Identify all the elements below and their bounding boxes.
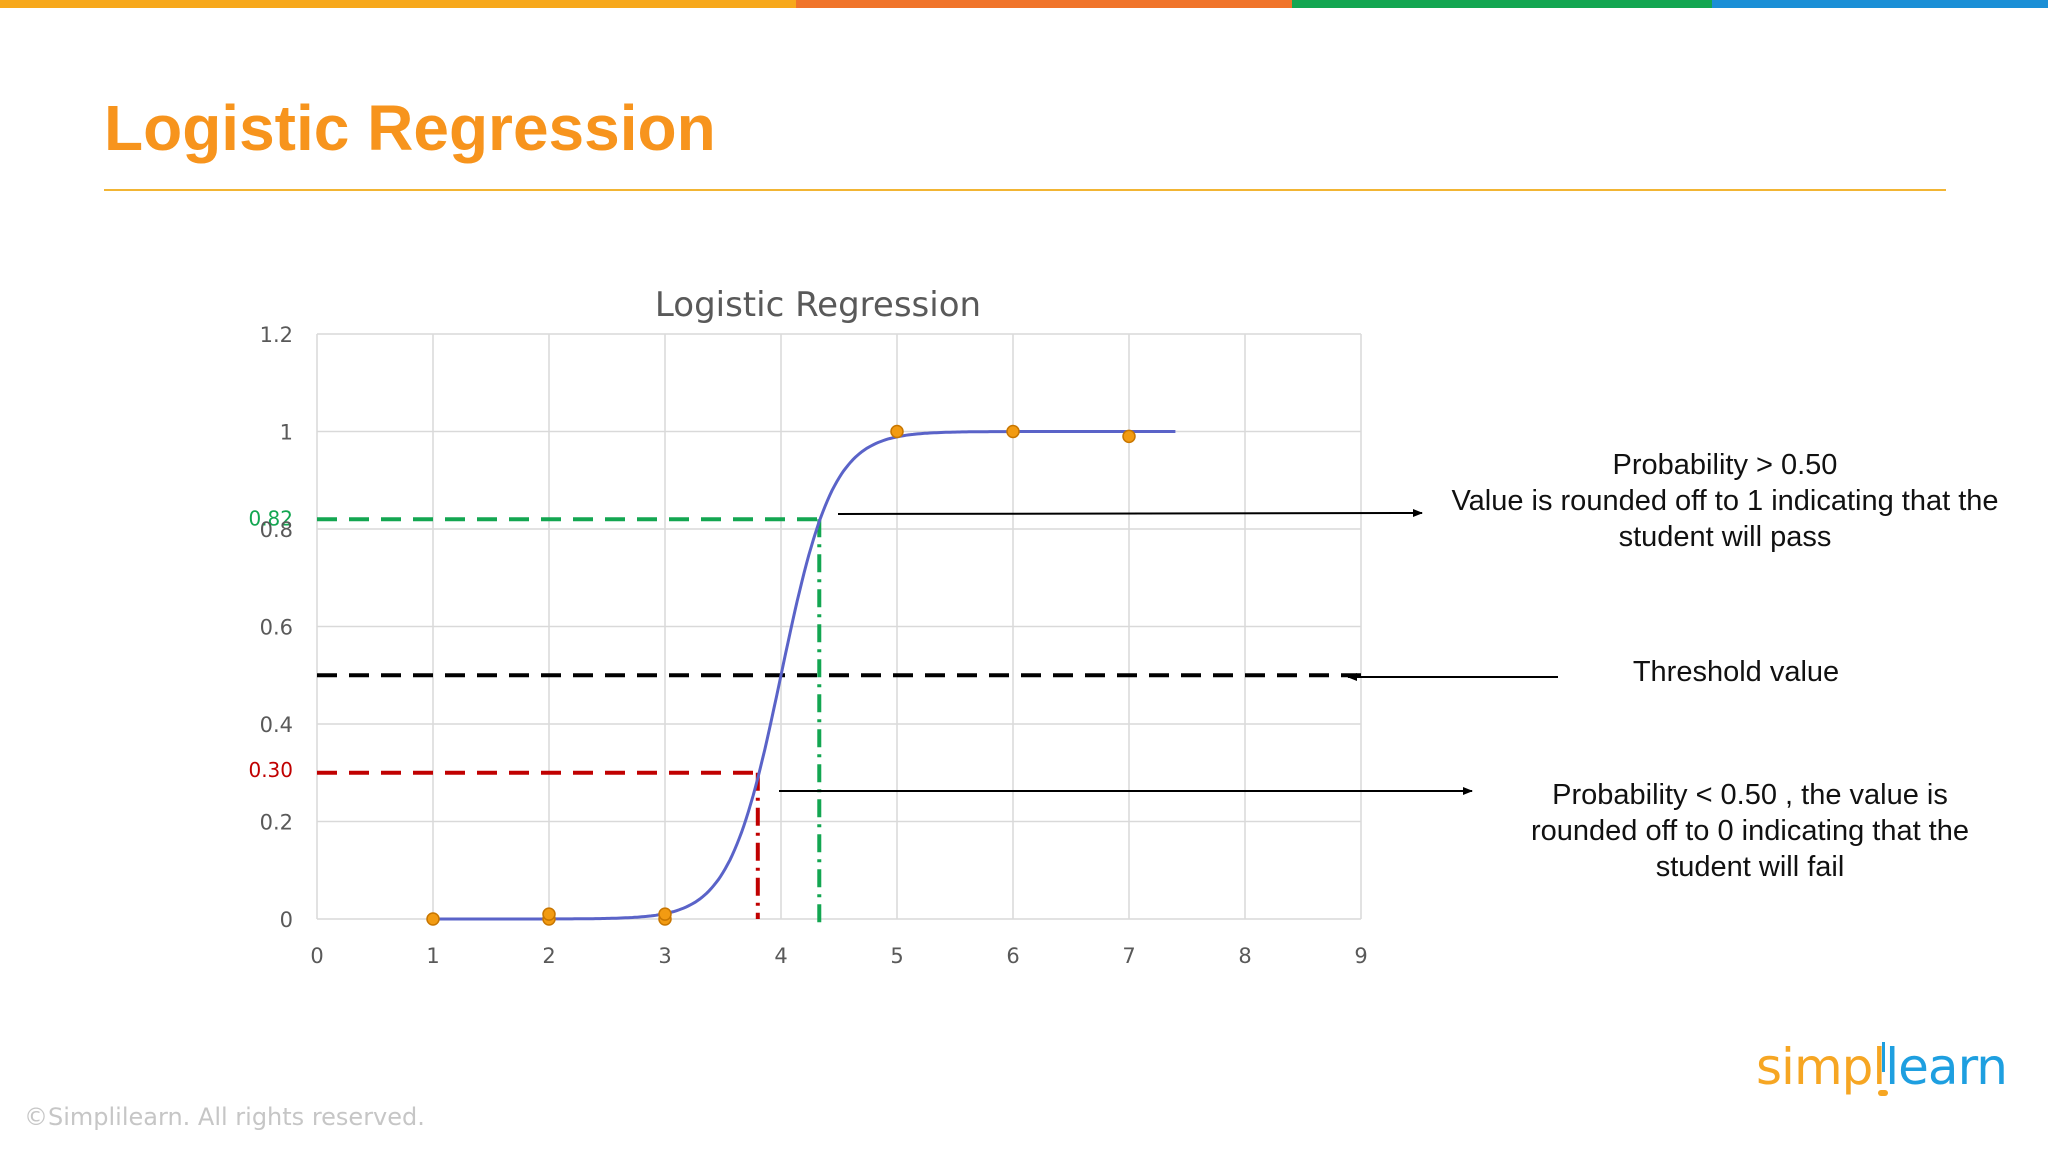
fail-annotation-line-3: student will fail [1655, 851, 1845, 883]
x-tick-label: 3 [658, 944, 671, 968]
y-tick-label: 0 [280, 908, 293, 932]
x-tick-label: 8 [1238, 944, 1251, 968]
reference-label-low: 0.30 [248, 758, 293, 782]
y-tick-label: 1 [280, 421, 293, 445]
x-tick-label: 4 [774, 944, 787, 968]
curve-layer [433, 430, 1176, 921]
reference-label-high: 0.82 [248, 506, 293, 530]
fail-annotation-line-1: Probability < 0.50 , the value is [1552, 779, 1948, 811]
chart-title: Logistic Regression [655, 285, 981, 325]
logo-mark [1882, 1042, 1885, 1072]
point-layer [426, 424, 1136, 926]
title-underline [104, 189, 1946, 191]
threshold-annotation: Threshold value [1586, 654, 1886, 690]
x-tick-label: 7 [1122, 944, 1135, 968]
pass-annotation-line-1: Probability > 0.50 [1612, 449, 1838, 481]
y-tick-label: 0.8 [260, 518, 293, 542]
y-tick-label: 0.2 [260, 811, 293, 835]
top-bar-segment-green [1292, 0, 1712, 8]
y-tick-label: 0.6 [260, 616, 293, 640]
y-tick-label: 1.2 [260, 323, 293, 347]
data-point [658, 907, 672, 921]
data-point [1122, 429, 1136, 444]
fail-annotation: Probability < 0.50 , the value is rounde… [1500, 777, 2000, 885]
data-point [1006, 424, 1020, 439]
data-point [890, 424, 904, 439]
tick-labels: 0 1 2 3 4 5 6 7 8 9 0 0.2 0.4 0.6 0.8 1 1.2 [260, 323, 1368, 968]
pass-annotation-line-2: Value is rounded off to 1 indicating tha… [1451, 485, 1999, 517]
copyright-notice: ©Simplilearn. All rights reserved. [24, 1103, 425, 1131]
top-color-bar [0, 0, 2048, 8]
x-tick-label: 0 [310, 944, 323, 968]
pass-annotation-line-3: student will pass [1618, 521, 1832, 553]
logo-text-learn: learn [1885, 1038, 2008, 1096]
slide-title: Logistic Regression [104, 92, 716, 164]
pass-arrow [837, 509, 1423, 518]
x-tick-label: 2 [542, 944, 555, 968]
logistic-curve [433, 430, 1176, 921]
y-tick-label: 0.4 [260, 713, 293, 737]
logo-text-simpl: simpl [1756, 1038, 1886, 1096]
fail-annotation-line-2: rounded off to 0 indicating that the [1530, 815, 1970, 847]
x-tick-label: 9 [1354, 944, 1367, 968]
data-point [542, 907, 556, 921]
threshold-label: Threshold value [1632, 656, 1840, 688]
pass-annotation: Probability > 0.50 Value is rounded off … [1430, 447, 2020, 555]
x-tick-label: 5 [890, 944, 903, 968]
top-bar-segment-orange [0, 0, 796, 8]
top-bar-segment-red [796, 0, 1292, 8]
x-tick-label: 6 [1006, 944, 1019, 968]
logo-dot [1878, 1090, 1888, 1096]
annotation-arrows [779, 509, 1558, 795]
data-point [426, 912, 440, 926]
x-tick-label: 1 [426, 944, 439, 968]
top-bar-segment-blue [1712, 0, 2048, 8]
reference-lines: 0.82 0.30 [248, 506, 1361, 928]
simplilearn-logo: simpllearn [1756, 1038, 2008, 1108]
